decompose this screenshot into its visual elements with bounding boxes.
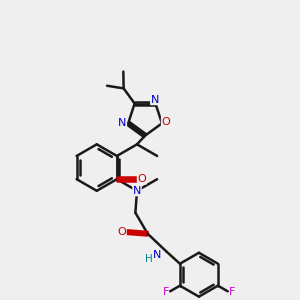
Text: N: N xyxy=(151,94,159,105)
Text: F: F xyxy=(163,287,169,297)
Text: O: O xyxy=(137,174,146,184)
Text: N: N xyxy=(133,186,141,196)
Text: N: N xyxy=(153,250,161,260)
Text: F: F xyxy=(228,287,235,297)
Text: H: H xyxy=(145,254,152,264)
Text: O: O xyxy=(161,117,170,127)
Text: O: O xyxy=(118,227,126,237)
Text: N: N xyxy=(118,118,127,128)
